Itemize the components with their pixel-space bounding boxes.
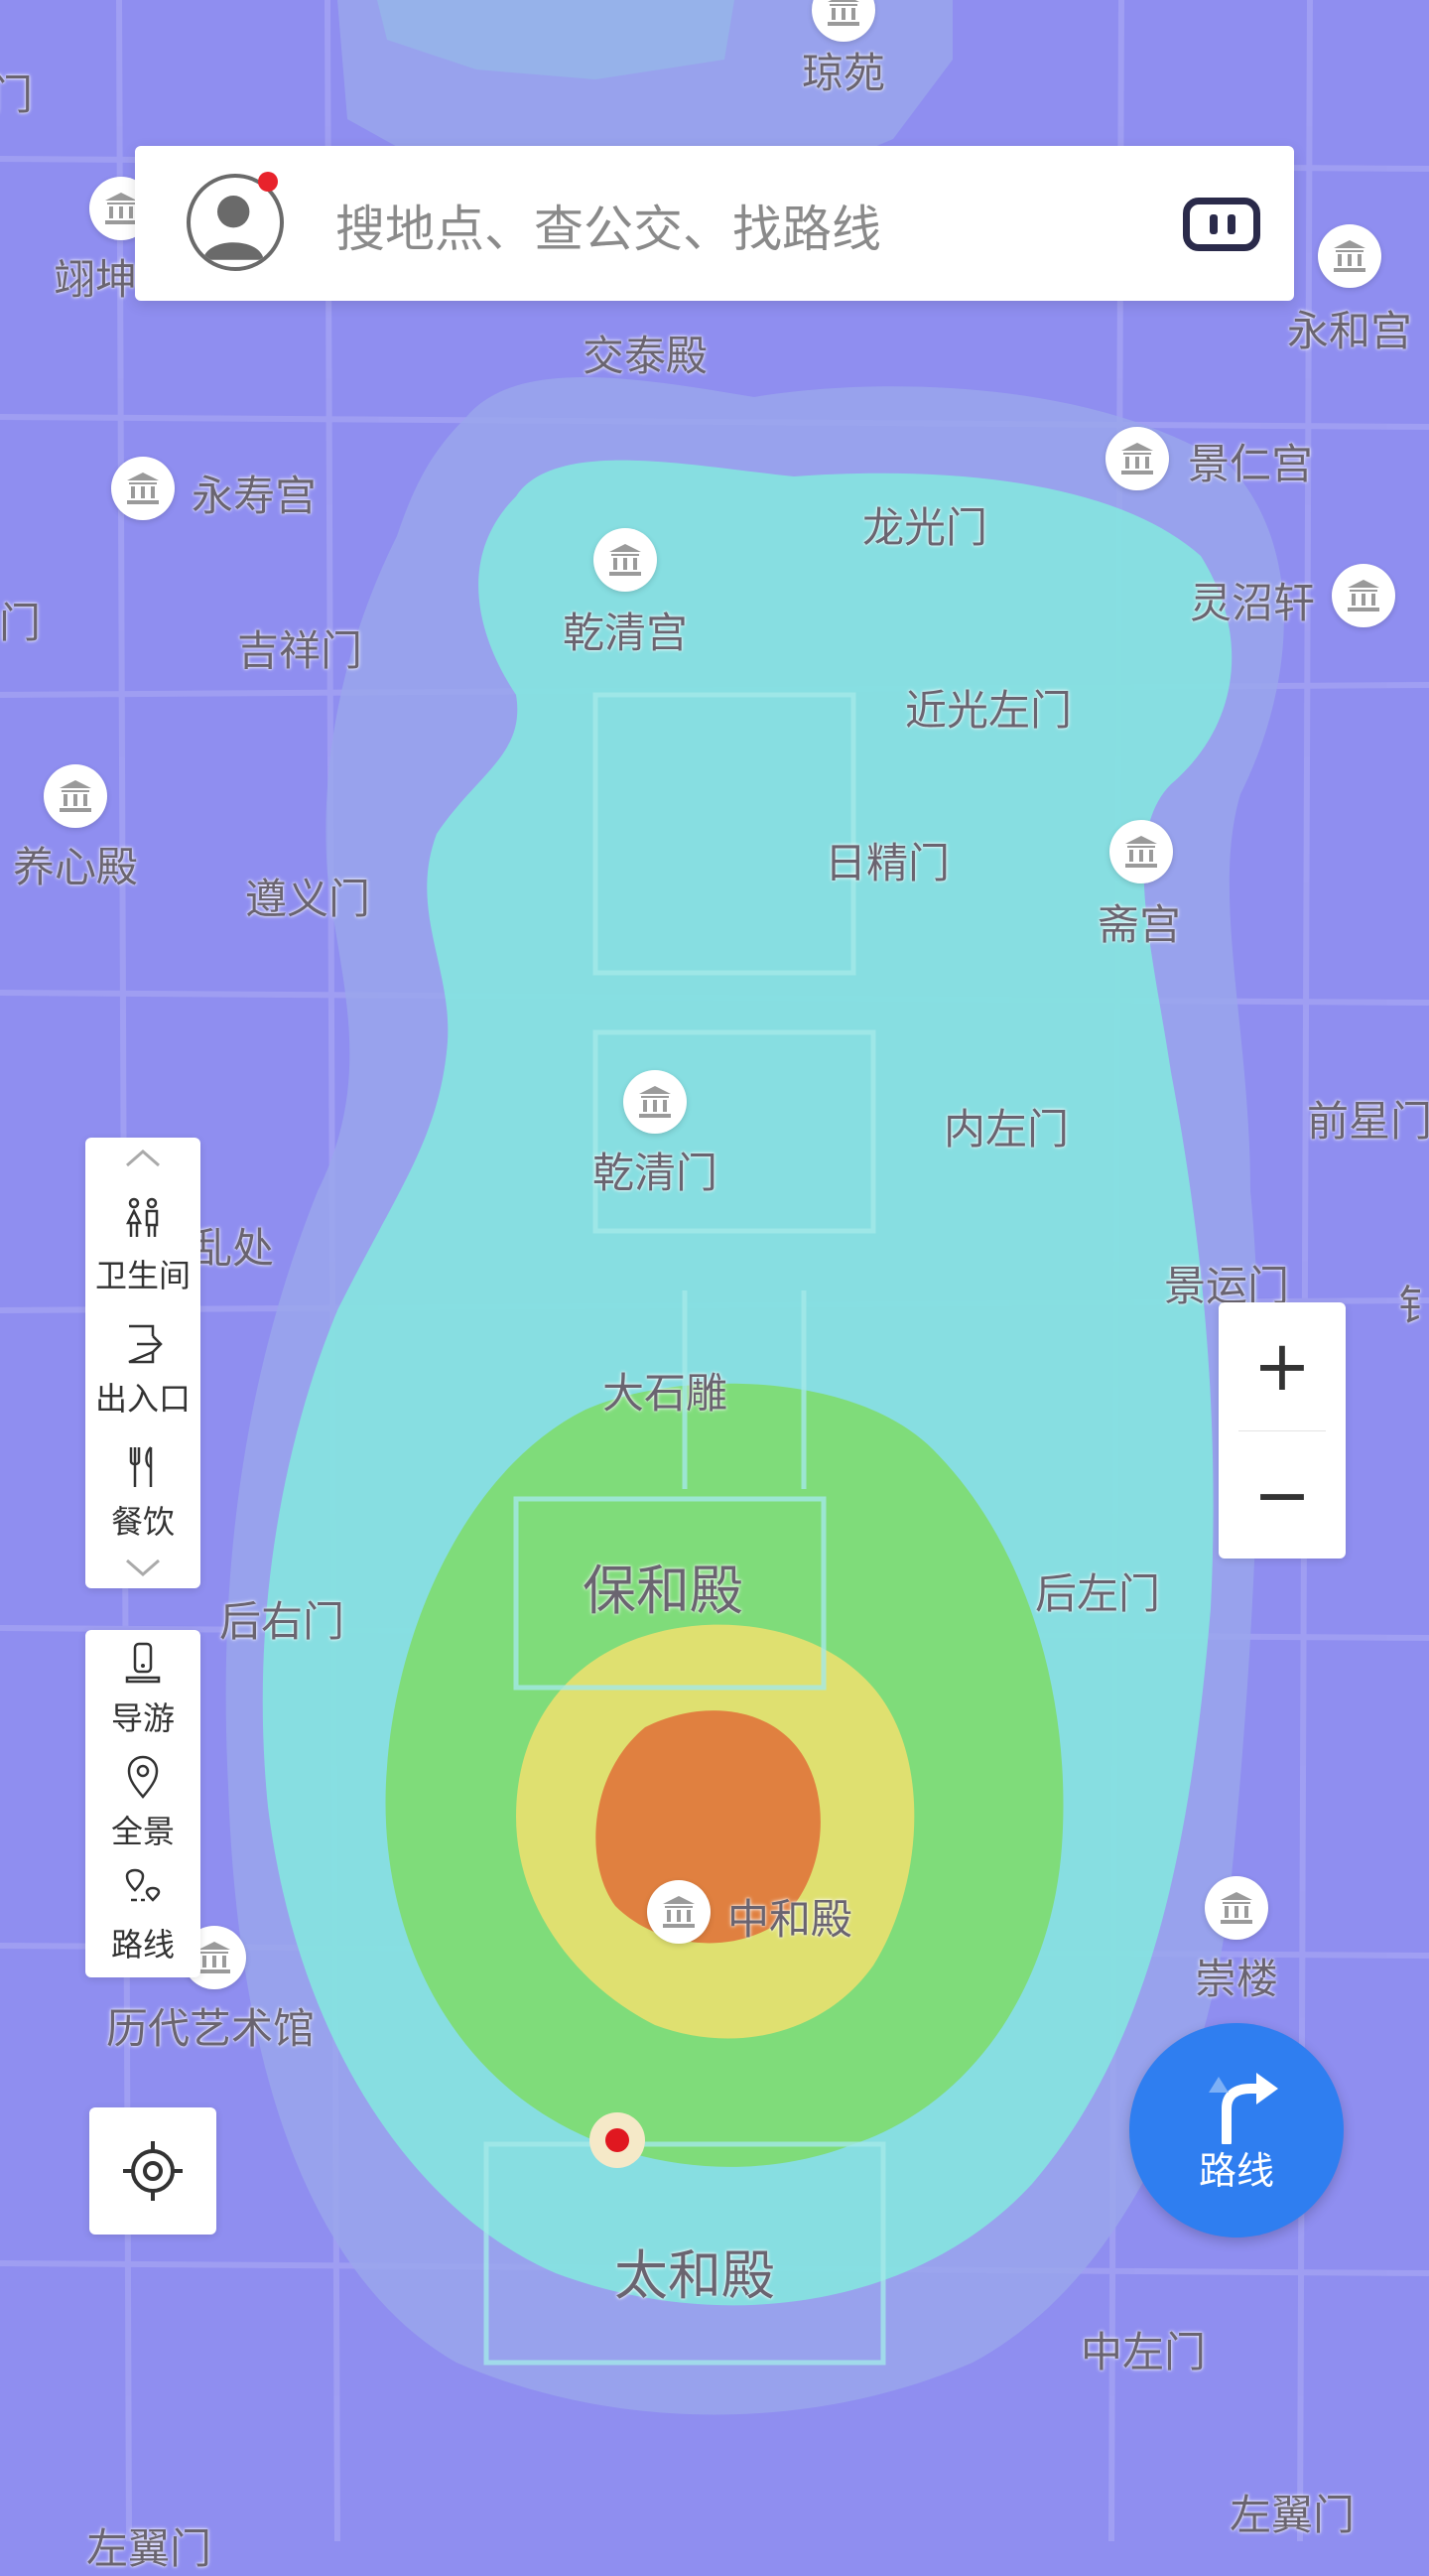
place-label[interactable]: 乾清门 — [591, 1149, 718, 1197]
tool-label: 全景 — [110, 1813, 175, 1850]
chevron-down-icon[interactable] — [125, 1559, 161, 1578]
place-label[interactable]: 琼苑 — [801, 49, 886, 97]
person-icon — [202, 196, 264, 260]
tool-label: 路线 — [110, 1926, 175, 1964]
place-label[interactable]: 景运门 — [1163, 1262, 1290, 1310]
museum-icon[interactable] — [1318, 224, 1381, 288]
place-label[interactable]: 前星门 — [1306, 1097, 1429, 1146]
place-label[interactable]: 门 — [0, 599, 42, 647]
place-label[interactable]: 永寿宫 — [191, 472, 318, 520]
place-label[interactable]: 崇楼 — [1194, 1955, 1279, 2003]
divider — [1238, 1430, 1326, 1431]
place-label[interactable]: 斋宫 — [1097, 900, 1182, 949]
turn-arrow-icon — [1209, 2073, 1278, 2144]
place-label[interactable]: 灵沼轩 — [1189, 579, 1316, 627]
place-label[interactable]: 后左门 — [1034, 1569, 1161, 1618]
place-label[interactable]: 大石雕 — [601, 1369, 728, 1418]
place-label[interactable]: 景仁宫 — [1187, 440, 1314, 488]
place-label[interactable]: 太和殿 — [614, 2244, 775, 2307]
tool-panorama[interactable]: 全景 — [85, 1747, 200, 1856]
facility-entrance[interactable]: 出入口 — [85, 1314, 200, 1424]
audio-guide-icon — [125, 1642, 161, 1684]
museum-icon[interactable] — [1332, 564, 1395, 627]
route-pins-icon — [125, 1868, 161, 1902]
tool-route[interactable]: 路线 — [85, 1860, 200, 1969]
locate-me-button[interactable] — [89, 2107, 216, 2235]
route-button[interactable]: 路线 — [1129, 2023, 1344, 2237]
place-label[interactable]: 后右门 — [218, 1597, 345, 1646]
museum-icon[interactable] — [623, 1070, 687, 1134]
facilities-panel: 卫生间 出入口 餐饮 — [85, 1138, 200, 1588]
place-label[interactable]: 交泰殿 — [582, 332, 709, 380]
place-label[interactable]: 保和殿 — [583, 1559, 743, 1622]
zoom-out-button[interactable]: − — [1252, 1454, 1312, 1536]
place-label[interactable]: 钅 — [1397, 1282, 1429, 1330]
facility-dining[interactable]: 餐饮 — [85, 1437, 200, 1547]
current-location-marker[interactable] — [589, 2112, 645, 2168]
place-label[interactable]: 龙光门 — [861, 503, 988, 552]
museum-icon[interactable] — [647, 1880, 711, 1944]
place-label[interactable]: 中左门 — [1080, 2328, 1207, 2376]
tools-panel: 导游 全景 路线 — [85, 1630, 200, 1977]
museum-icon[interactable] — [44, 764, 107, 828]
museum-icon[interactable] — [1105, 427, 1169, 490]
place-label[interactable]: 翊坤 — [53, 255, 138, 304]
place-label[interactable]: 吉祥门 — [236, 626, 363, 675]
robot-icon[interactable] — [1183, 198, 1260, 251]
facility-restroom[interactable]: 卫生间 — [85, 1191, 200, 1300]
crosshair-icon — [123, 2141, 183, 2201]
restroom-icon — [125, 1197, 159, 1237]
place-label[interactable]: 中和殿 — [726, 1895, 853, 1944]
place-label[interactable]: 养心殿 — [12, 843, 139, 891]
chevron-up-icon[interactable] — [125, 1148, 161, 1167]
place-label[interactable]: 乱处 — [190, 1224, 275, 1273]
dining-icon — [129, 1446, 153, 1487]
museum-icon[interactable] — [1109, 820, 1173, 883]
museum-icon[interactable] — [593, 528, 657, 592]
place-label[interactable]: 遵义门 — [244, 875, 371, 923]
facility-label: 卫生间 — [94, 1257, 191, 1294]
place-label[interactable]: 左翼门 — [1229, 2491, 1356, 2539]
facility-label: 出入口 — [94, 1380, 191, 1418]
search-bar[interactable]: 搜地点、查公交、找路线 — [135, 146, 1294, 301]
place-label[interactable]: 近光左门 — [904, 686, 1073, 735]
museum-icon[interactable] — [111, 457, 175, 520]
place-label[interactable]: 门 — [0, 70, 34, 119]
search-input[interactable]: 搜地点、查公交、找路线 — [335, 201, 881, 258]
zoom-in-button[interactable]: + — [1252, 1325, 1312, 1407]
facility-label: 餐饮 — [110, 1503, 175, 1541]
museum-icon[interactable] — [1205, 1876, 1268, 1940]
place-label[interactable]: 左翼门 — [85, 2524, 212, 2573]
tool-guide[interactable]: 导游 — [85, 1634, 200, 1743]
zoom-controls: + − — [1219, 1302, 1346, 1559]
tool-label: 导游 — [110, 1699, 175, 1737]
place-label[interactable]: 永和宫 — [1286, 307, 1413, 355]
route-button-label: 路线 — [1198, 2149, 1274, 2193]
notification-dot — [258, 172, 278, 192]
place-label[interactable]: 历代艺术馆 — [105, 2004, 316, 2053]
place-label[interactable]: 日精门 — [824, 839, 951, 887]
place-label[interactable]: 乾清宫 — [562, 609, 689, 657]
entrance-icon — [128, 1324, 163, 1364]
location-pin-icon — [127, 1755, 159, 1799]
place-label[interactable]: 内左门 — [943, 1105, 1070, 1153]
